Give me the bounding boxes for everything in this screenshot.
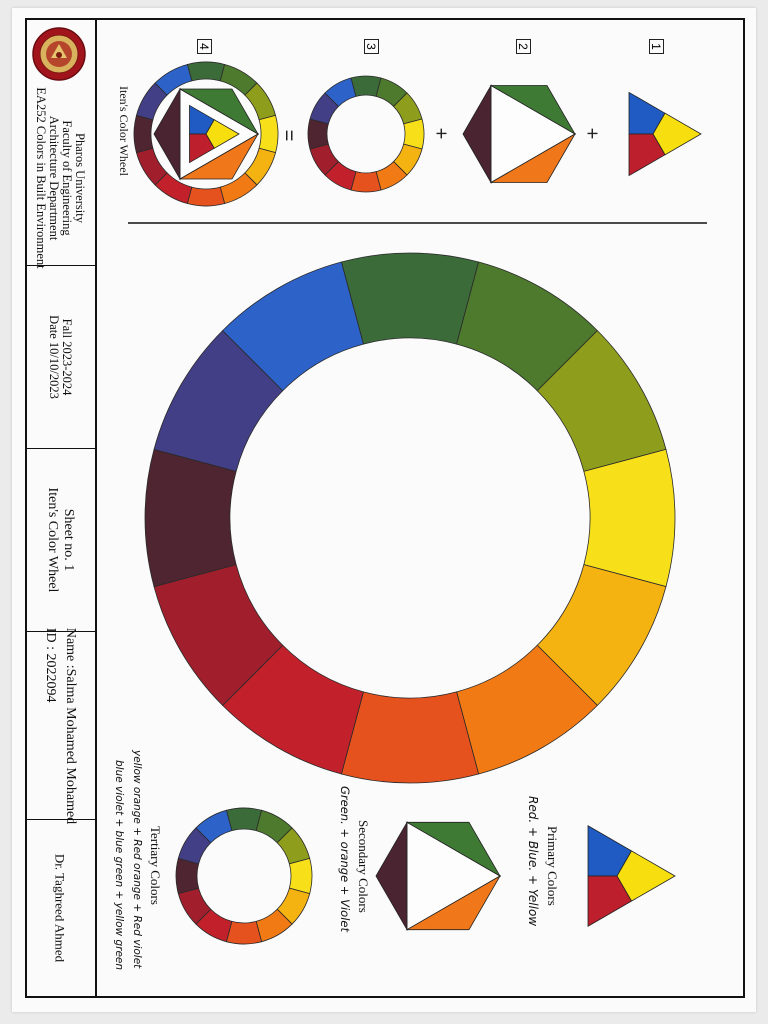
step2-secondary-hexagon-orange-triangle [489,132,577,183]
instructor-name: Dr. Taghreed Ahmed [52,853,68,963]
secondary-title: Secondary Colors [356,820,371,913]
course-name: EA252 Colors in Built Environment [34,87,48,269]
secondary-formula: Green. + orange + Violet [338,786,352,932]
title-cell-instructor: Dr. Taghreed Ahmed [25,820,95,996]
department-name: Architecture Department [47,115,61,241]
legend-secondary-hexagon-violet-triangle [375,820,408,932]
title-cell-institution: Pharos University Faculty of Engineering… [25,18,95,269]
step4-hexagon-orange-triangle [178,132,260,180]
student-text: Name :Salma Mohamed Mohamed ID : 2022094 [40,627,80,823]
plus-sign-1: + [580,127,603,140]
legend-secondary-hexagon-orange-triangle [405,874,502,931]
step4-ring-blue-segment [154,63,193,96]
primary-title: Primary Colors [545,826,560,906]
institution-text: Pharos University Faculty of Engineering… [34,87,87,269]
legend-tertiary-ring-blue-segment [195,809,233,844]
step3-ring-blue-segment [324,77,357,107]
step-4-box: 4 [197,39,212,54]
tertiary-line-2: blue violet + blue green + yellow green [113,760,125,971]
student-id: ID : 2022094 [43,627,58,702]
student-name: Name :Salma Mohamed Mohamed [63,627,78,824]
drawing-border [25,18,745,998]
step1-primary-triangle-red-region [628,133,666,177]
construction-caption: Iten's Color Wheel [117,86,131,176]
step2-secondary-hexagon-green-triangle [489,85,577,136]
main-wheel-blue-segment [222,261,364,392]
sheet-text: Sheet no. 1 Iten's Color Wheel [44,488,76,593]
legend-secondary-hexagon-green-triangle [405,821,502,878]
tertiary-line-1: yellow orange + Red orange + Red violet [131,750,143,969]
university-name: Pharos University [73,133,87,223]
title-block: Pharos University Faculty of Engineering… [25,18,97,998]
step4-hexagon-violet-triangle [153,87,181,181]
primary-formula: Red. + Blue. + Yellow [526,796,540,927]
legend-primary-triangle-red-region [587,875,633,927]
faculty-name: Faculty of Engineering [60,120,74,236]
title-cell-student: Name :Salma Mohamed Mohamed ID : 2022094 [25,627,95,824]
semester: Fall 2023-2024 [60,318,74,396]
sheet-title: Iten's Color Wheel [45,487,60,593]
title-cell-sheet: Sheet no. 1 Iten's Color Wheel [25,449,95,632]
step2-secondary-hexagon-violet-triangle [462,84,492,184]
sheet-number: Sheet no. 1 [61,508,76,572]
date-text: Fall 2023-2024 Date 10/10/2023 [47,315,74,399]
step4-hexagon-green-triangle [178,88,260,136]
step4-triangle-red-region [189,133,215,164]
equals-sign: = [277,129,300,142]
tertiary-title: Tertiary Colors [148,826,163,905]
plus-sign-2: + [429,127,452,140]
step-3-box: 3 [364,39,379,54]
step-2-box: 2 [516,39,531,54]
title-cell-date: Fall 2023-2024 Date 10/10/2023 [25,266,95,449]
step-1-box: 1 [649,39,664,54]
university-logo [32,27,86,81]
date: Date 10/10/2023 [47,315,61,399]
